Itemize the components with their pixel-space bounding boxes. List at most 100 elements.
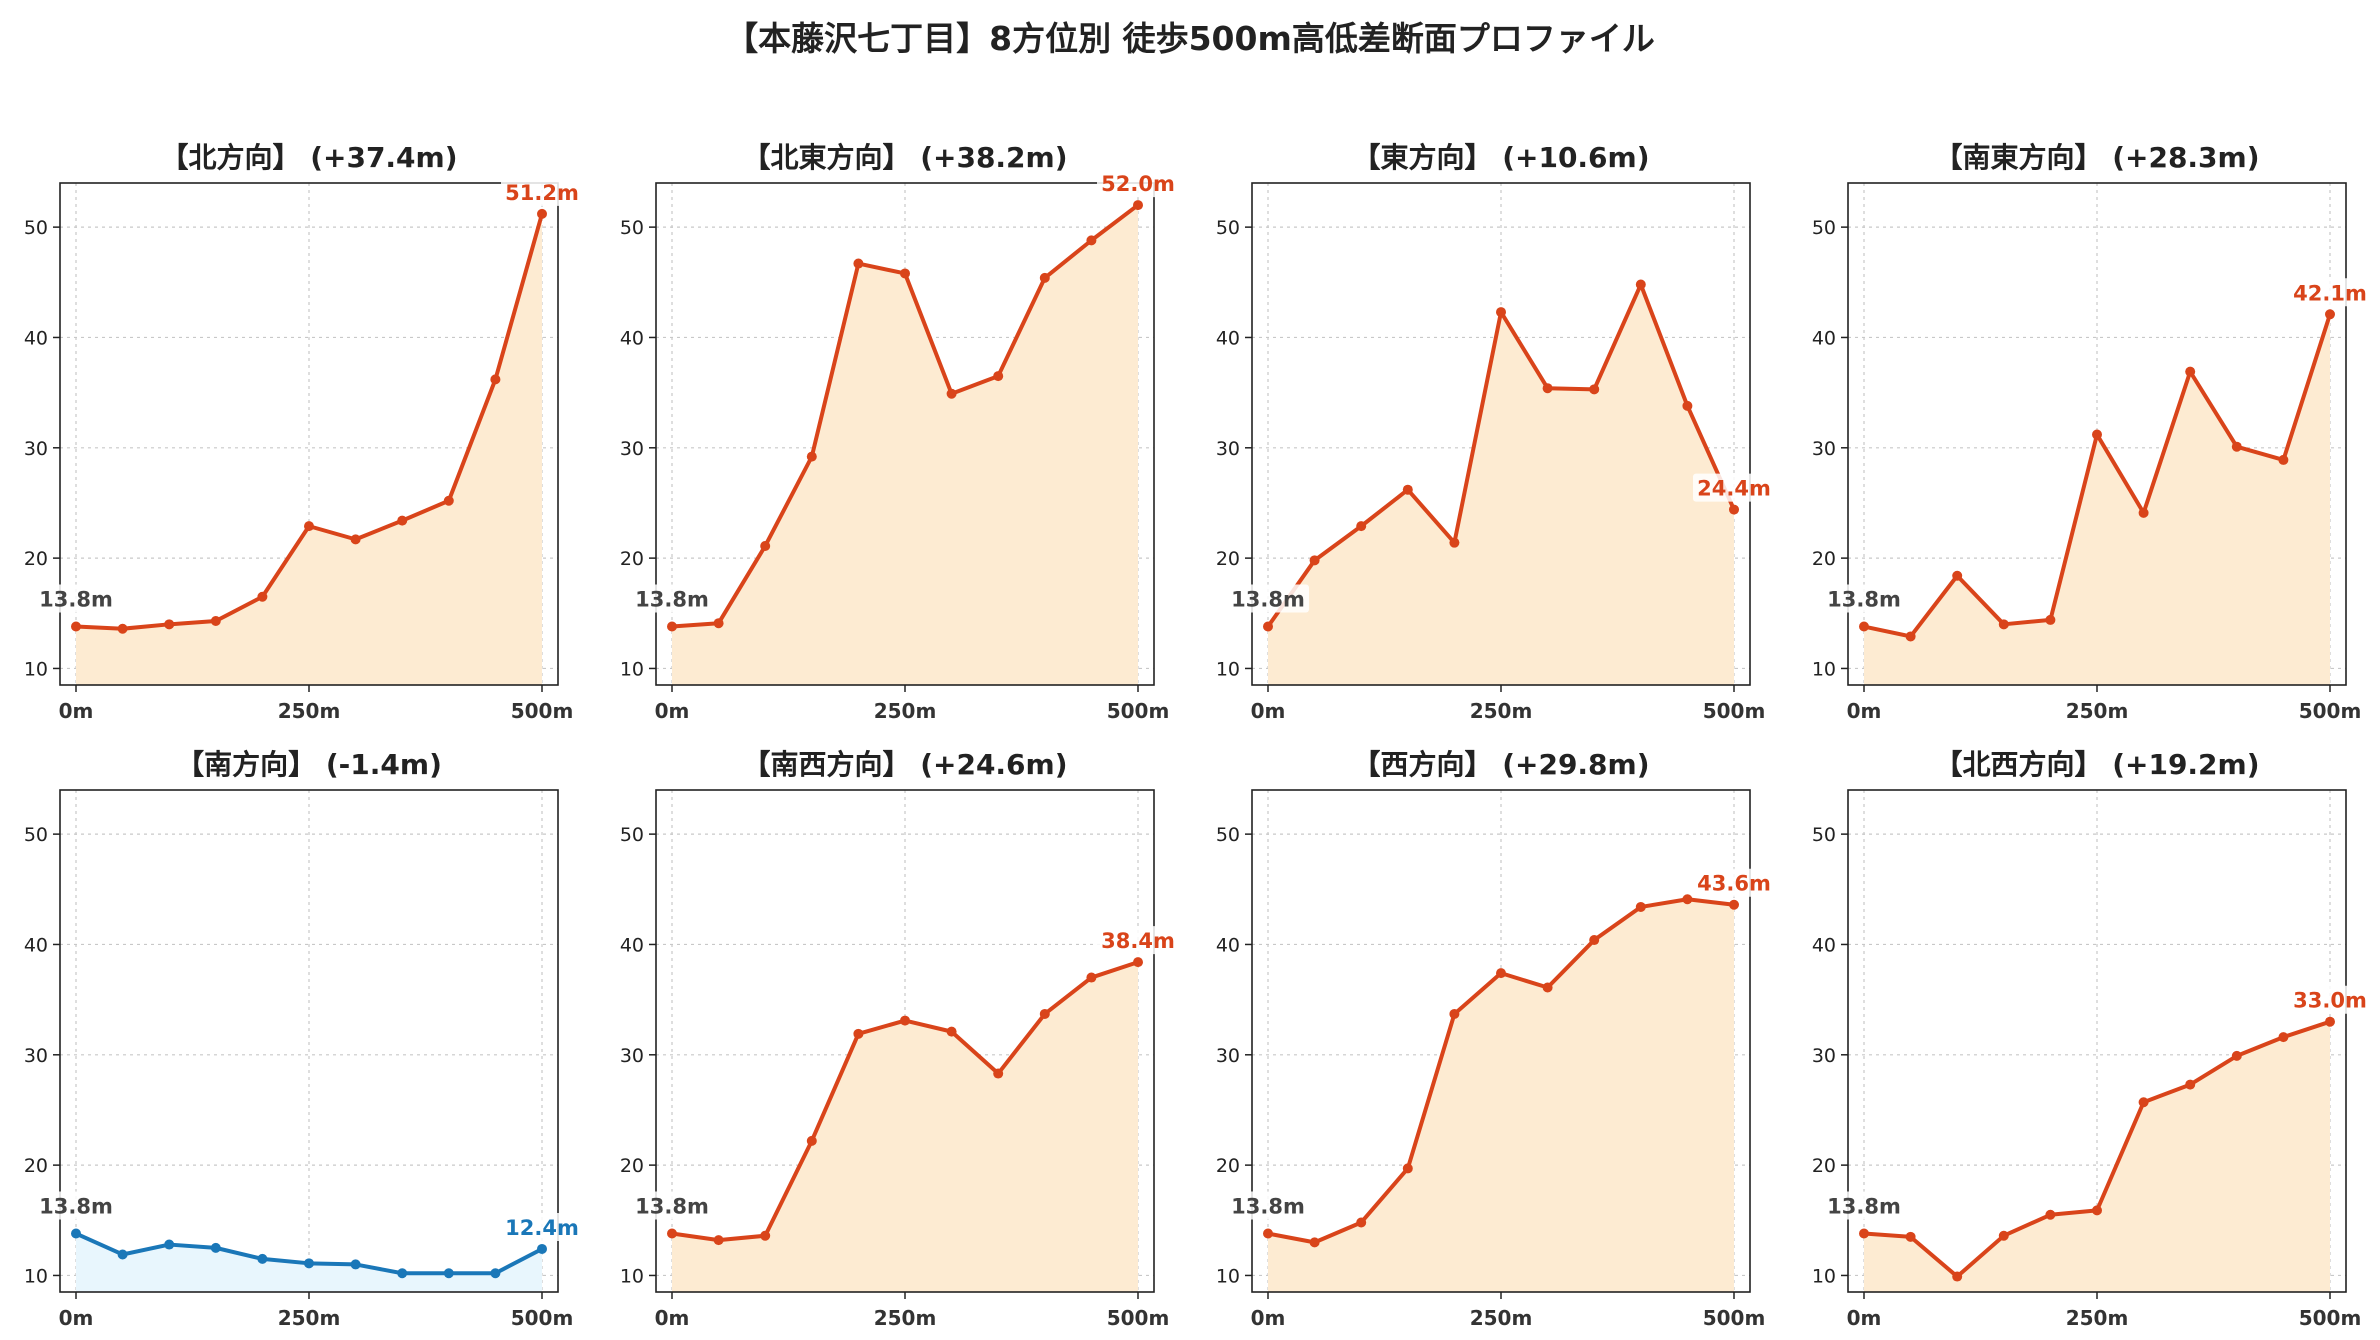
start-label-bg bbox=[631, 584, 713, 613]
panel-title: 【北東方向】 (+38.2m) bbox=[742, 141, 1067, 174]
area-fill bbox=[1268, 284, 1734, 685]
data-point-0 bbox=[1263, 1228, 1273, 1239]
data-point-4 bbox=[1449, 1008, 1460, 1019]
y-tick-label-2: 30 bbox=[1216, 438, 1240, 460]
area-fill bbox=[672, 962, 1138, 1292]
data-point-2 bbox=[760, 1230, 771, 1241]
x-tick-label-0: 0m bbox=[655, 699, 690, 723]
data-point-1 bbox=[1905, 1231, 1916, 1242]
y-tick-label-3: 40 bbox=[1216, 327, 1240, 349]
data-point-3 bbox=[210, 1242, 221, 1253]
data-point-4 bbox=[257, 1253, 268, 1264]
x-tick-label-2: 500m bbox=[511, 1306, 574, 1330]
end-label-bg bbox=[1097, 169, 1179, 198]
plot-frame bbox=[59, 789, 559, 1293]
start-label: 13.8m bbox=[635, 1195, 709, 1219]
y-tick-label-1: 20 bbox=[1812, 1155, 1836, 1177]
data-point-10 bbox=[1133, 200, 1143, 211]
y-tick-label-1: 20 bbox=[1812, 548, 1836, 570]
end-label-bg bbox=[2289, 985, 2371, 1014]
data-point-9 bbox=[490, 374, 501, 385]
data-point-10 bbox=[2325, 309, 2335, 320]
data-point-2 bbox=[1356, 521, 1367, 532]
start-label: 13.8m bbox=[1231, 1195, 1305, 1219]
x-tick-label-1: 250m bbox=[874, 699, 937, 723]
start-label-bg bbox=[1227, 584, 1309, 613]
x-tick-label-2: 500m bbox=[1107, 1306, 1170, 1330]
data-point-7 bbox=[1589, 935, 1600, 946]
data-point-0 bbox=[1859, 621, 1869, 632]
start-label-bg bbox=[1227, 1191, 1309, 1220]
data-point-10 bbox=[537, 208, 547, 219]
start-label: 13.8m bbox=[1827, 588, 1901, 612]
data-point-7 bbox=[2185, 366, 2196, 377]
x-tick-label-1: 250m bbox=[278, 699, 341, 723]
data-point-9 bbox=[1086, 972, 1097, 983]
data-point-1 bbox=[117, 1249, 128, 1260]
data-point-1 bbox=[117, 623, 128, 634]
y-tick-label-2: 30 bbox=[24, 438, 48, 460]
data-point-1 bbox=[1309, 555, 1320, 566]
data-point-8 bbox=[1635, 279, 1646, 290]
y-tick-label-1: 20 bbox=[620, 548, 644, 570]
end-label-bg bbox=[1097, 926, 1179, 955]
data-point-2 bbox=[164, 1239, 175, 1250]
data-point-6 bbox=[1542, 383, 1553, 394]
data-point-5 bbox=[304, 521, 314, 532]
data-point-3 bbox=[806, 1135, 817, 1146]
x-tick-label-0: 0m bbox=[1251, 1306, 1286, 1330]
data-point-7 bbox=[397, 515, 408, 526]
data-point-8 bbox=[1039, 1008, 1050, 1019]
data-point-6 bbox=[946, 1026, 957, 1037]
data-point-9 bbox=[2278, 454, 2289, 465]
area-fill bbox=[76, 213, 542, 685]
x-tick-label-1: 250m bbox=[2066, 699, 2129, 723]
x-tick-label-2: 500m bbox=[1703, 699, 1766, 723]
y-tick-label-4: 50 bbox=[24, 824, 48, 846]
panel-title: 【東方向】 (+10.6m) bbox=[1352, 141, 1649, 174]
data-point-6 bbox=[2138, 1097, 2149, 1108]
data-point-9 bbox=[1682, 894, 1693, 905]
y-tick-label-1: 20 bbox=[24, 1155, 48, 1177]
data-point-8 bbox=[443, 1268, 454, 1279]
start-label-bg bbox=[35, 1191, 117, 1220]
data-point-10 bbox=[1729, 899, 1739, 910]
y-tick-label-4: 50 bbox=[1216, 217, 1240, 239]
data-point-2 bbox=[1356, 1217, 1367, 1228]
data-point-3 bbox=[1402, 1163, 1413, 1174]
y-tick-label-2: 30 bbox=[1812, 438, 1836, 460]
panel-title: 【南西方向】 (+24.6m) bbox=[742, 748, 1067, 781]
data-point-7 bbox=[993, 1068, 1004, 1079]
data-point-9 bbox=[490, 1268, 501, 1279]
x-tick-label-2: 500m bbox=[1703, 1306, 1766, 1330]
y-tick-label-4: 50 bbox=[1812, 217, 1836, 239]
y-tick-label-0: 10 bbox=[1216, 658, 1240, 680]
start-label-bg bbox=[1823, 584, 1905, 613]
area-fill bbox=[672, 205, 1138, 686]
start-label-bg bbox=[35, 584, 117, 613]
x-tick-label-2: 500m bbox=[1107, 699, 1170, 723]
data-point-10 bbox=[1133, 957, 1143, 968]
data-point-4 bbox=[1449, 537, 1460, 548]
data-point-3 bbox=[806, 451, 817, 462]
data-point-5 bbox=[2092, 1205, 2102, 1216]
x-tick-label-1: 250m bbox=[1470, 699, 1533, 723]
y-tick-label-0: 10 bbox=[24, 1265, 48, 1287]
y-tick-label-3: 40 bbox=[1812, 327, 1836, 349]
y-tick-label-4: 50 bbox=[1216, 824, 1240, 846]
area-fill bbox=[1864, 1021, 2330, 1292]
end-label: 24.4m bbox=[1697, 477, 1771, 501]
data-point-2 bbox=[760, 540, 771, 551]
data-point-9 bbox=[1682, 400, 1693, 411]
data-point-3 bbox=[210, 616, 221, 627]
y-tick-label-0: 10 bbox=[1812, 1265, 1836, 1287]
x-tick-label-1: 250m bbox=[874, 1306, 937, 1330]
end-label: 38.4m bbox=[1101, 929, 1175, 953]
data-point-1 bbox=[713, 1235, 724, 1246]
data-point-1 bbox=[713, 618, 724, 629]
x-tick-label-2: 500m bbox=[2299, 699, 2362, 723]
